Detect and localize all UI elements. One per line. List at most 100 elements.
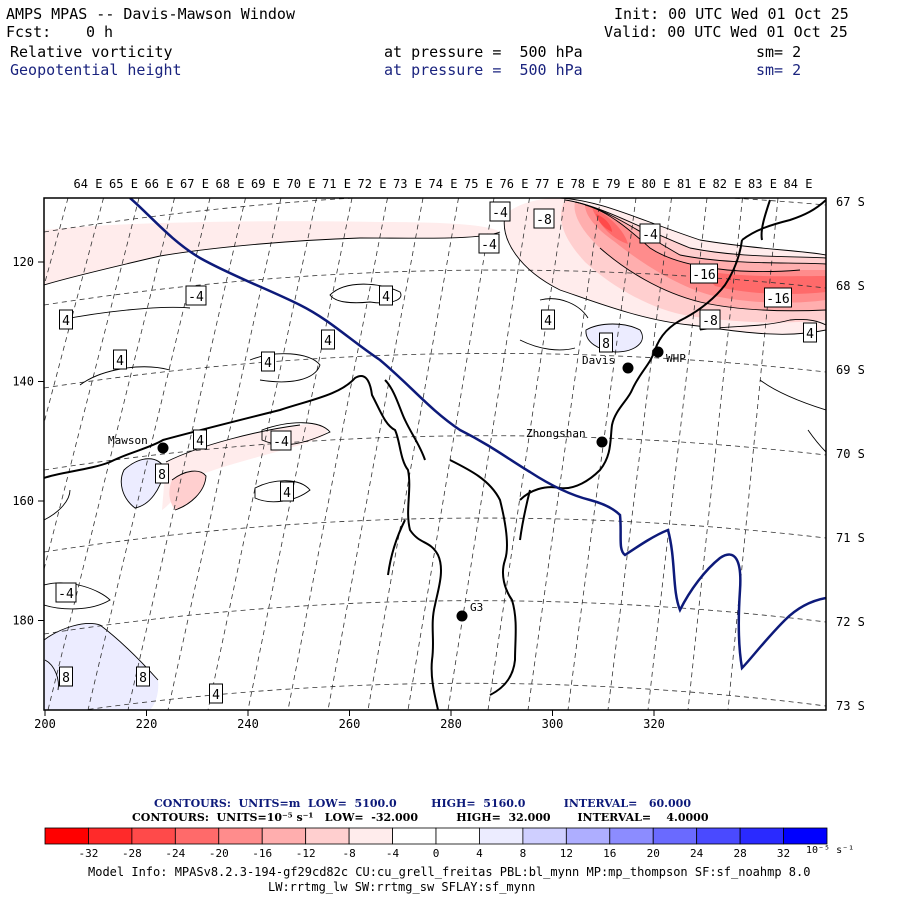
y-tick-label: 180 <box>12 614 34 628</box>
lon-gridline <box>207 198 317 710</box>
x-tick-label: 280 <box>440 717 462 731</box>
contour-label: -8 <box>702 314 718 329</box>
colorbar-label: -4 <box>386 847 400 860</box>
field2-name: Geopotential height <box>10 61 182 79</box>
colorbar-label: -32 <box>79 847 99 860</box>
colorbar-label: -24 <box>165 847 185 860</box>
contour-label: 4 <box>382 290 390 305</box>
x-axis-labels: 200 220 240 260 280 300 320 <box>34 717 665 731</box>
map-frame <box>43 197 827 711</box>
y-tick-label: 160 <box>12 494 34 508</box>
contour-label-box <box>136 666 150 687</box>
contour-label-box <box>59 666 73 687</box>
lon-label: 80 E <box>642 177 671 191</box>
colorbar-label: 28 <box>733 847 746 860</box>
station-label: Zhongshan <box>526 427 586 440</box>
station-marker <box>456 610 468 622</box>
field2-smoothing: sm= 2 <box>756 61 802 79</box>
colorbar-cell <box>479 827 524 845</box>
field1-pressure: at pressure = 500 hPa <box>384 43 583 61</box>
contour-label-box <box>541 309 555 330</box>
colorbar-label: 4 <box>476 847 483 860</box>
vort-shade-pos-2 <box>121 458 165 508</box>
lon-label: 68 E <box>216 177 245 191</box>
lon-label: 75 E <box>464 177 493 191</box>
colorbar-label: 12 <box>560 847 573 860</box>
map-svg: 64 E 65 E 66 E 67 E 68 E 69 E 70 E 71 E 72 E 73 E… <box>12 177 865 731</box>
contour-label-box <box>699 309 721 330</box>
longitude-labels: 64 E 65 E 66 E 67 E 68 E 69 E 70 E 71 E 72 E 73 E… <box>74 177 813 191</box>
lon-label: 73 E <box>393 177 422 191</box>
contour-label-box <box>764 287 792 308</box>
station-marker <box>596 436 608 448</box>
colorbar-label: 16 <box>603 847 616 860</box>
contour-label: -8 <box>536 213 552 228</box>
contour-label: -4 <box>188 290 204 305</box>
contour-label: -16 <box>692 268 715 283</box>
contour-label: 4 <box>212 688 220 703</box>
vort-shade-neg-7 <box>44 221 500 285</box>
lon-gridline <box>727 198 779 710</box>
lat-label: 69 S <box>836 363 865 377</box>
lon-label: 69 E <box>251 177 280 191</box>
contour-label-box <box>270 430 292 451</box>
x-tick-label: 300 <box>542 717 564 731</box>
map-field <box>44 198 826 710</box>
lon-gridline <box>367 198 459 710</box>
colorbar-cell <box>652 827 698 845</box>
lon-gridline <box>44 198 140 571</box>
contour-label-box <box>639 223 661 244</box>
contour-label-box <box>379 285 393 306</box>
contour-label: 8 <box>158 468 166 483</box>
lon-gridline <box>127 198 246 710</box>
lat-label: 72 S <box>836 615 865 629</box>
y-axis-labels: 120 140 160 180 <box>12 255 34 628</box>
lon-gridline <box>327 198 424 710</box>
colorbar-cell <box>44 827 89 845</box>
init-time: Init: 00 UTC Wed 01 Oct 25 <box>614 5 849 23</box>
vort-shade-neg-6 <box>596 214 612 232</box>
contour-label: 4 <box>196 434 204 449</box>
contour-label-box <box>55 582 77 603</box>
contour-label: 4 <box>544 314 552 329</box>
colorbar-label: 20 <box>647 847 660 860</box>
lon-label: 82 E <box>713 177 742 191</box>
colorbar-cell <box>739 827 784 845</box>
contour-label-box <box>533 208 555 229</box>
contour-label: 4 <box>283 486 291 501</box>
lon-gridline <box>47 198 175 710</box>
x-tick-label: 260 <box>339 717 361 731</box>
contour-label-box <box>599 332 613 353</box>
vort-shade-pos-3 <box>44 623 159 710</box>
station-label: Mawson <box>108 434 148 447</box>
colorbar-unit: 10⁻⁵ s⁻¹ <box>806 845 854 856</box>
colorbar-label: -16 <box>252 847 272 860</box>
contour-label: 4 <box>324 334 332 349</box>
contour-label-box <box>690 263 718 284</box>
x-tick-label: 320 <box>643 717 665 731</box>
colorbar-cell <box>522 827 567 845</box>
contour-label-box <box>193 429 207 450</box>
colorbar-cell <box>88 827 133 845</box>
y-tick-label: 120 <box>12 255 34 269</box>
contour-label: -4 <box>273 435 289 450</box>
lon-gridline <box>287 198 388 710</box>
x-tick-label: 240 <box>237 717 259 731</box>
model-info-line1: Model Info: MPASv8.2.3-194-gf29cd82c CU:… <box>88 865 811 879</box>
station-marker <box>622 362 634 374</box>
lon-gridline <box>407 198 495 710</box>
contour-label: 4 <box>264 356 272 371</box>
x-tick-label: 220 <box>136 717 158 731</box>
plot-title: AMPS MPAS -- Davis-Mawson Window <box>6 5 295 23</box>
contour-label: 8 <box>602 337 610 352</box>
geopotential-contour <box>129 198 826 671</box>
colorbar: -32 -28 -24 -20 -16 -12 -8 -4 0 4 8 12 16 20 24 28 32 10… <box>44 827 854 860</box>
colorbar-label: -12 <box>296 847 316 860</box>
lat-label: 68 S <box>836 279 865 293</box>
contour-label: 8 <box>139 671 147 686</box>
field1-name: Relative vorticity <box>10 43 173 61</box>
longitude-gridlines <box>44 198 779 710</box>
colorbar-cell <box>609 827 654 845</box>
colorbar-cell <box>218 827 263 845</box>
valid-time: Valid: 00 UTC Wed 01 Oct 25 <box>604 23 848 41</box>
